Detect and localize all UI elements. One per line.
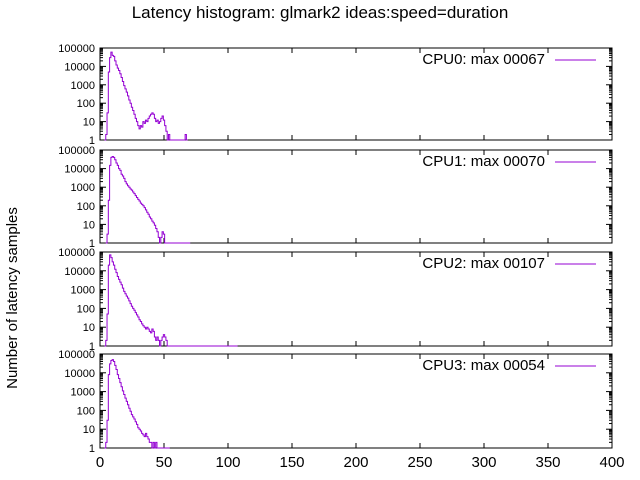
x-tick-label: 150 — [279, 454, 304, 471]
y-tick-label: 10 — [83, 424, 95, 436]
y-tick-label: 10 — [83, 219, 95, 231]
panel-cpu2: 1 10 100 1000 10000 100000 CPU2: max 00107 — [58, 247, 613, 353]
y-tick-label: 100000 — [58, 145, 95, 157]
y-tick-label: 10000 — [64, 61, 95, 73]
legend-label-cpu3: CPU3: max 00054 — [422, 357, 545, 374]
x-tick-label: 400 — [599, 454, 624, 471]
panel-cpu0: 1 10 100 1000 10000 100000 CPU0: max 00067 — [58, 43, 613, 147]
chart-title: Latency histogram: glmark2 ideas:speed=d… — [132, 3, 509, 22]
y-tick-label: 10000 — [64, 368, 95, 380]
series-line-cpu1 — [105, 155, 191, 244]
y-tick-label: 100 — [77, 303, 95, 315]
y-tick-label: 100000 — [58, 43, 95, 55]
legend-label-cpu0: CPU0: max 00067 — [422, 51, 545, 68]
y-tick-label: 100000 — [58, 349, 95, 361]
x-tick-label: 0 — [96, 454, 104, 471]
y-tick-label: 100 — [77, 98, 95, 110]
x-tick-label: 50 — [156, 454, 173, 471]
series-line-cpu3 — [104, 359, 170, 449]
y-tick-label: 10 — [83, 117, 95, 129]
panel-cpu1: 1 10 100 1000 10000 100000 CPU1: max 00070 — [58, 145, 613, 250]
y-tick-label: 1 — [89, 135, 95, 147]
x-tick-label: 200 — [343, 454, 368, 471]
x-tick-label: 300 — [471, 454, 496, 471]
y-tick-label: 10000 — [64, 164, 95, 176]
legend-label-cpu2: CPU2: max 00107 — [422, 255, 545, 272]
x-axis-ticks: 0 50 100 150 200 250 300 350 400 — [96, 454, 625, 471]
legend-label-cpu1: CPU1: max 00070 — [422, 153, 545, 170]
y-tick-label: 100000 — [58, 247, 95, 259]
y-tick-label: 1000 — [71, 182, 95, 194]
panel-cpu3: 1 10 100 1000 10000 100000 CPU3: max 00054 — [58, 349, 613, 455]
y-tick-label: 1000 — [71, 285, 95, 297]
x-tick-label: 100 — [215, 454, 240, 471]
y-axis-label: Number of latency samples — [4, 207, 21, 389]
y-tick-label: 100 — [77, 405, 95, 417]
y-tick-label: 10000 — [64, 266, 95, 278]
y-tick-label: 100 — [77, 201, 95, 213]
y-tick-label: 1000 — [71, 387, 95, 399]
x-tick-label: 250 — [407, 454, 432, 471]
x-tick-label: 350 — [535, 454, 560, 471]
y-tick-label: 1000 — [71, 80, 95, 92]
series-line-cpu2 — [104, 254, 238, 347]
y-tick-label: 1 — [89, 341, 95, 353]
y-tick-label: 1 — [89, 443, 95, 455]
y-tick-label: 10 — [83, 322, 95, 334]
series-line-cpu0 — [104, 51, 188, 141]
y-tick-label: 1 — [89, 238, 95, 250]
